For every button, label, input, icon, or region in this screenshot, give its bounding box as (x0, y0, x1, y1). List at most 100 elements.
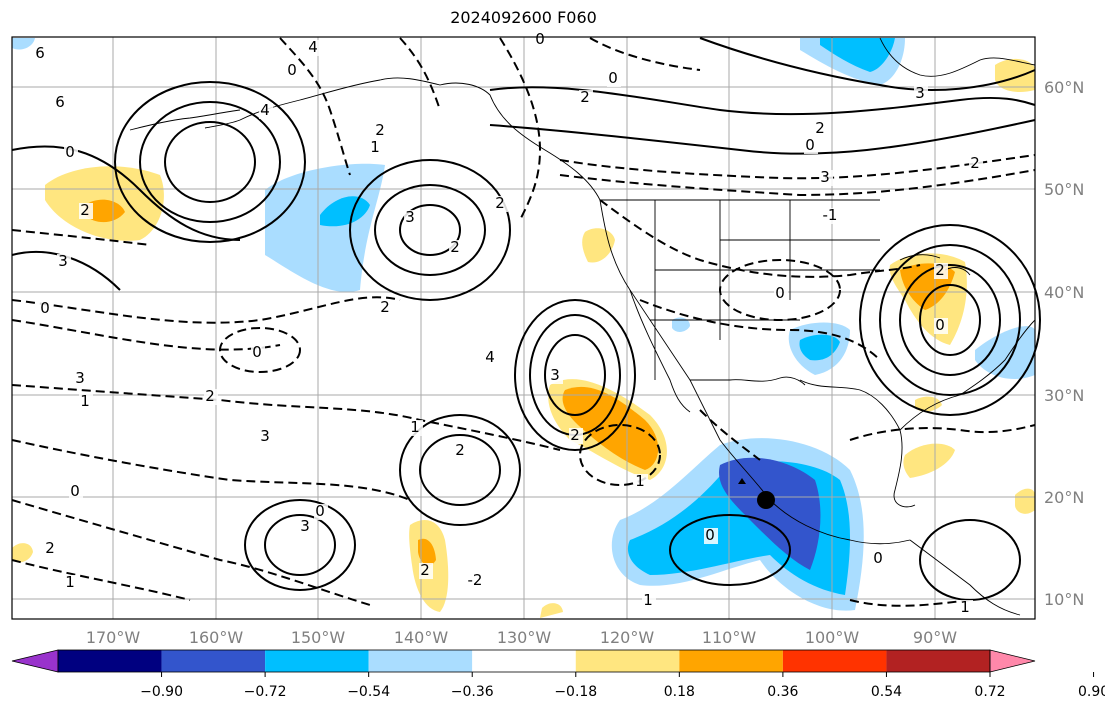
colorbar-segment (161, 650, 266, 672)
contour-label-bg (484, 350, 498, 366)
contour-label: 4 (308, 38, 318, 56)
aleutian-islands (129, 109, 241, 131)
contour-label-bg (872, 551, 886, 567)
colorbar-tick-label: −0.54 (347, 684, 390, 700)
contour-label: -2 (468, 571, 483, 589)
contour-label: 3 (300, 517, 310, 535)
latitude-label: 20°N (1044, 488, 1084, 507)
contour-label: 3 (75, 369, 85, 387)
latitude-label: 50°N (1044, 180, 1084, 199)
contour-label: 1 (643, 591, 653, 609)
positive-anomaly-shading (1015, 488, 1035, 514)
contour-label-bg (64, 575, 78, 591)
contour-label-bg (79, 203, 93, 219)
contour-label: 0 (608, 69, 618, 87)
colorbar-extend-low (11, 649, 59, 673)
contour-label-bg (934, 318, 948, 334)
contour-label-bg (44, 541, 58, 557)
contour-label: 0 (40, 299, 50, 317)
west-coast-coastline (599, 199, 911, 545)
contour-label: 1 (635, 472, 645, 490)
colorbar-segment (782, 650, 887, 672)
map-graticule (12, 37, 1035, 619)
contour-label-bg (642, 593, 656, 609)
contour-label: -1 (823, 206, 838, 224)
contour-label-bg (819, 170, 833, 186)
colorbar-segment (886, 650, 990, 672)
colorbar-tick-label: 0.36 (767, 684, 798, 700)
negative-anomaly-shading (799, 334, 840, 361)
contour-label: 3 (58, 252, 68, 270)
storm-center-marker (757, 491, 775, 509)
contour-label: 1 (410, 418, 420, 436)
contour-label: 6 (35, 44, 45, 62)
colorbar-tick-label: −0.72 (244, 684, 287, 700)
colorbar-extend-high (989, 649, 1036, 673)
contour-label-bg (259, 103, 273, 119)
contour-label-bg (307, 40, 321, 56)
contour-label: 2 (970, 154, 980, 172)
contour-label-bg (634, 474, 648, 490)
height-contours (11, 37, 1041, 607)
colorbar-tick-label: −0.36 (451, 684, 494, 700)
positive-anomaly-shading (540, 603, 563, 618)
contour-label-bg (449, 240, 463, 256)
contour-label-bg (419, 563, 433, 579)
longitude-label: 170°W (86, 628, 141, 647)
colorbar-tick-label: 0.54 (871, 684, 902, 700)
contour-label-bg (569, 428, 583, 444)
baja-coastline (629, 289, 691, 413)
contour-label: 3 (260, 427, 270, 445)
contour-label: 2 (80, 201, 90, 219)
contour-label-bg (814, 121, 828, 137)
colorbar-segment (368, 650, 473, 672)
contour-label-bg (914, 86, 928, 102)
contour-label: 0 (873, 549, 883, 567)
contour-label: 1 (370, 138, 380, 156)
colorbar-tick-label: −0.18 (554, 684, 597, 700)
positive-anomaly-shading (995, 58, 1035, 92)
colorbar-tick-label: 0.72 (974, 684, 1005, 700)
negative-anomaly-shading (975, 326, 1035, 380)
contour-label: 0 (315, 502, 325, 520)
contour-label-bg (57, 254, 71, 270)
contour-label-bg (379, 300, 393, 316)
contour-label: 0 (252, 343, 262, 361)
negative-anomaly-shading (820, 38, 895, 72)
dashed-contours (11, 37, 1036, 607)
longitude-label: 140°W (394, 628, 449, 647)
contour-label: 0 (705, 526, 715, 544)
contour-label: 0 (775, 284, 785, 302)
contour-label: 0 (65, 143, 75, 161)
contour-label-bg (494, 196, 508, 212)
contour-label-bg (824, 208, 838, 224)
contour-label: 1 (960, 598, 970, 616)
contour-label-bg (959, 600, 973, 616)
contour-label-bg (804, 138, 818, 154)
contour-label-bg (549, 368, 563, 384)
latitude-label: 60°N (1044, 78, 1084, 97)
contour-label: 3 (405, 208, 415, 226)
longitude-label: 130°W (497, 628, 552, 647)
negative-anomaly-shading (320, 196, 370, 227)
colorbar (11, 649, 1036, 673)
contour-label: 2 (205, 387, 215, 405)
contour-label-bg (934, 263, 948, 279)
contour-label-bg (409, 420, 423, 436)
contour-label-bg (286, 63, 300, 79)
solid-contours (11, 37, 1041, 601)
contour-label: 6 (55, 93, 65, 111)
strong-positive-anomaly-shading (85, 199, 125, 223)
hudson-bay-coastline (879, 37, 1036, 77)
small-triangle-marker (738, 478, 746, 484)
longitude-label: 90°W (913, 628, 957, 647)
strong-positive-anomaly-shading (418, 538, 436, 566)
state-borders (650, 200, 880, 380)
contour-label: 0 (535, 30, 545, 48)
contour-label: 0 (70, 482, 80, 500)
central-america-coastline (909, 539, 1021, 616)
contour-label-bg (314, 504, 328, 520)
contour-label: 0 (287, 61, 297, 79)
colorbar-segment (679, 650, 783, 672)
contour-label-bg (54, 95, 68, 111)
